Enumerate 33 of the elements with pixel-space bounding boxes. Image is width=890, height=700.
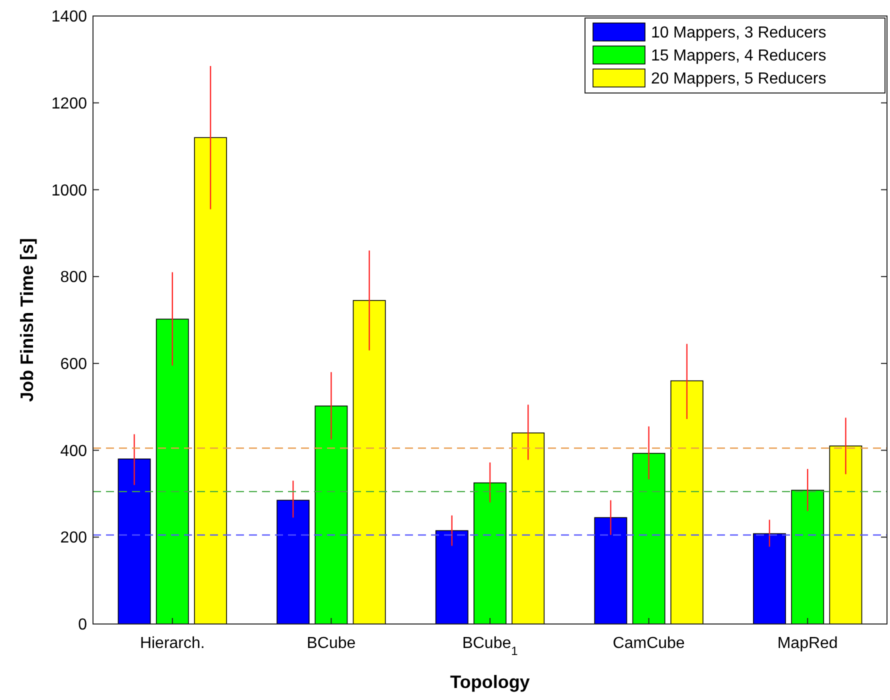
- y-tick-label: 0: [78, 616, 88, 634]
- y-tick-label: 1400: [51, 8, 88, 26]
- bar: [753, 533, 786, 624]
- bar: [118, 458, 151, 624]
- y-tick-label: 600: [60, 356, 88, 374]
- y-tick-label: 1000: [51, 182, 88, 200]
- y-axis-title: Job Finish Time [s]: [17, 238, 37, 402]
- bar: [194, 137, 227, 624]
- bar: [512, 432, 545, 624]
- bar: [829, 446, 862, 624]
- bar: [670, 380, 704, 624]
- legend-label: 20 Mappers, 5 Reducers: [651, 70, 826, 88]
- x-tick-label: CamCube: [612, 635, 685, 652]
- bar: [276, 500, 310, 624]
- x-axis-title: Topology: [450, 672, 530, 692]
- y-tick-label: 1200: [51, 95, 88, 112]
- bar: [352, 300, 386, 624]
- bar: [594, 517, 628, 624]
- x-tick-label: BCube: [306, 635, 356, 652]
- y-tick-label: 400: [60, 442, 88, 460]
- x-tick-label: MapRed: [777, 635, 838, 652]
- bar: [435, 530, 468, 624]
- bar: [156, 318, 189, 624]
- legend-label: 15 Mappers, 4 Reducers: [651, 48, 826, 65]
- x-tick-label: BCube$_{1}$: [462, 635, 518, 658]
- bar: [791, 490, 824, 624]
- x-tick-label: Hierarch.: [140, 635, 205, 652]
- bar: [474, 482, 506, 624]
- legend-label: 10 Mappers, 3 Reducers: [651, 24, 826, 42]
- bar: [632, 452, 666, 624]
- bar: [314, 406, 348, 624]
- y-tick-label: 800: [60, 269, 88, 286]
- y-tick-label: 200: [60, 530, 88, 547]
